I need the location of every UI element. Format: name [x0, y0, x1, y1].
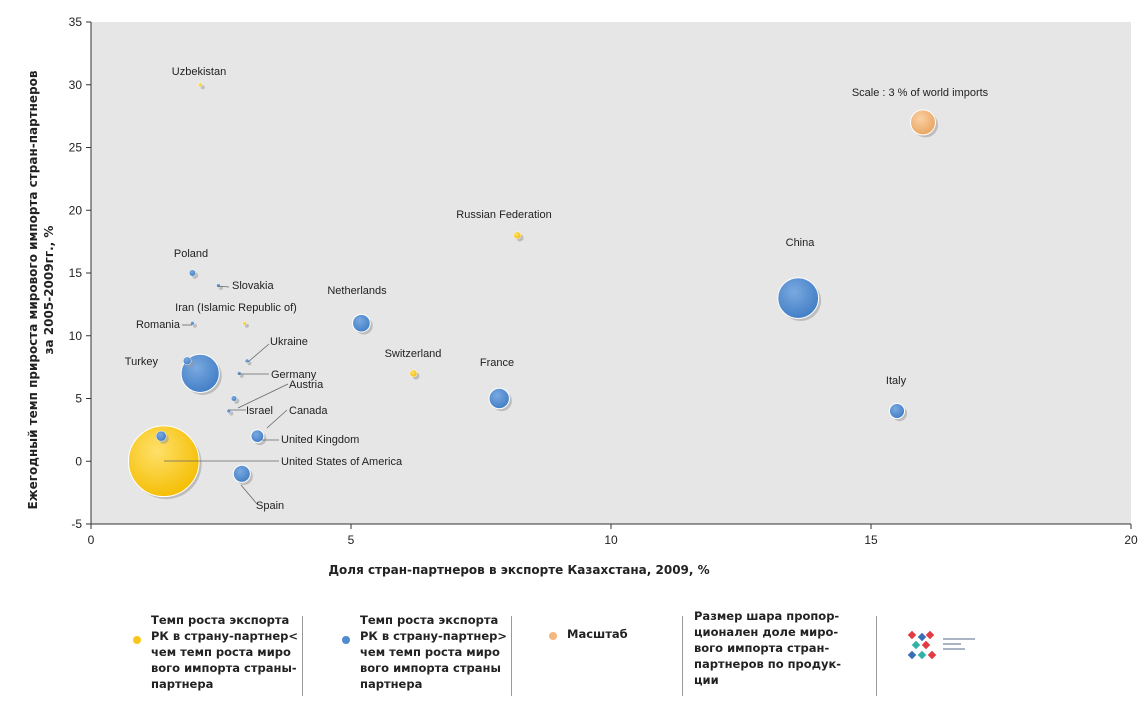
- y-tick-label: 5: [75, 392, 82, 406]
- y-tick-label: 0: [75, 454, 82, 468]
- point-label: Turkey: [125, 356, 159, 368]
- point-labels: Uzbekistan Russian Federation China Poland S…: [125, 66, 907, 512]
- scale-label: Scale : 3 % of world imports: [852, 87, 989, 99]
- bubble: [197, 82, 203, 87]
- bubble: [190, 320, 195, 326]
- leader-line: [266, 409, 288, 429]
- legend-divider: [302, 616, 303, 696]
- bubble: [352, 313, 371, 333]
- point-label: Poland: [174, 248, 208, 260]
- axes: -5 0 5 10 15 20 25 30 35 0 5 10 15 20: [69, 15, 1138, 547]
- scale-dot-icon: [549, 632, 557, 640]
- legend-text-slower: Темп роста экспорта РК в страну-партнер<…: [151, 613, 299, 691]
- bubble: [513, 231, 522, 240]
- legend-divider: [682, 616, 683, 696]
- x-tick-label: 15: [864, 533, 878, 547]
- point-label: Switzerland: [385, 348, 442, 360]
- x-tick-label: 20: [1124, 533, 1138, 547]
- y-tick-label: 10: [69, 329, 83, 343]
- point-label: Austria: [289, 379, 324, 391]
- y-tick-label: 15: [69, 266, 83, 280]
- legend: Темп роста экспорта РК в страну-партнер<…: [0, 608, 1141, 713]
- y-axis-label-line-2: за 2005-2009гг., %: [42, 226, 56, 355]
- bubble: [216, 283, 221, 288]
- point-label: Russian Federation: [456, 209, 551, 221]
- point-label: Spain: [256, 500, 284, 512]
- legend-divider: [511, 616, 512, 696]
- bubble: [244, 358, 250, 364]
- legend-item-slower: Темп роста экспорта РК в страну-партнер<…: [133, 612, 298, 692]
- point-label: Ukraine: [270, 336, 308, 348]
- bubble: [777, 277, 820, 320]
- bubble: [488, 387, 510, 410]
- y-axis-label: Ежегодный темп прироста мирового импорта…: [26, 70, 56, 509]
- bubble: [250, 429, 265, 444]
- leader-line: [237, 383, 289, 409]
- yellow-dot-icon: [133, 636, 141, 644]
- bubble: [230, 395, 238, 402]
- blue-dot-icon: [342, 636, 350, 644]
- bubble: [182, 356, 192, 366]
- bubbles: [127, 82, 938, 500]
- legend-item-scale: Масштаб: [549, 626, 628, 642]
- point-label: Iran (Islamic Republic of): [175, 302, 297, 314]
- legend-item-faster: Темп роста экспорта РК в страну-партнер>…: [342, 612, 507, 692]
- bubble: [242, 320, 247, 326]
- bubble: [888, 402, 906, 420]
- bubble: [232, 464, 251, 483]
- bubble: [155, 430, 167, 442]
- y-tick-label: 35: [69, 15, 83, 29]
- legend-text-faster: Темп роста экспорта РК в страну-партнер>…: [360, 613, 508, 691]
- legend-text-scale: Масштаб: [567, 627, 628, 641]
- legend-divider: [876, 616, 877, 696]
- point-label: Romania: [136, 319, 181, 331]
- point-label: China: [786, 237, 816, 249]
- point-label: France: [480, 357, 514, 369]
- point-label: Netherlands: [327, 285, 387, 297]
- point-label: United States of America: [281, 456, 403, 468]
- leader-line: [240, 484, 258, 505]
- x-tick-label: 0: [88, 533, 95, 547]
- point-label: United Kingdom: [281, 434, 359, 446]
- y-tick-label: 20: [69, 203, 83, 217]
- y-tick-label: -5: [71, 517, 82, 531]
- leader-line: [216, 285, 230, 288]
- bubble: [236, 371, 242, 376]
- point-label: Italy: [886, 375, 907, 387]
- y-tick-label: 25: [69, 141, 83, 155]
- point-label: Canada: [289, 405, 328, 417]
- point-label: Germany: [271, 369, 317, 381]
- x-tick-label: 10: [604, 533, 618, 547]
- point-label: Uzbekistan: [172, 66, 226, 78]
- x-axis-label: Доля стран-партнеров в экспорте Казахста…: [328, 563, 709, 577]
- point-label: Israel: [246, 405, 273, 417]
- y-tick-label: 30: [69, 78, 83, 92]
- x-tick-label: 5: [348, 533, 355, 547]
- legend-item-size: Размер шара пропор- ционален доле миро- …: [694, 608, 841, 688]
- leader-line: [247, 343, 270, 363]
- bubble: [188, 269, 196, 277]
- y-axis-label-line-1: Ежегодный темп прироста мирового импорта…: [26, 70, 40, 509]
- bubble: [409, 369, 418, 378]
- bubble: [910, 109, 936, 136]
- point-label: Slovakia: [232, 280, 274, 292]
- itc-logo-icon: [907, 630, 975, 660]
- legend-text-size: Размер шара пропор- ционален доле миро- …: [694, 609, 842, 687]
